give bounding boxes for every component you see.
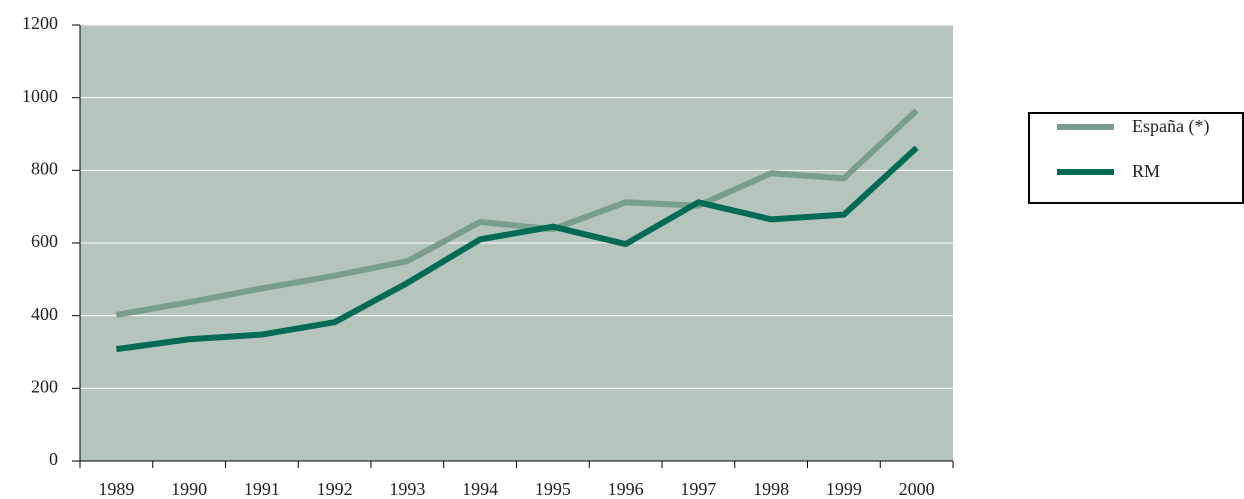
y-tick-label: 1200 xyxy=(22,13,58,33)
series-line xyxy=(115,108,919,318)
x-tick-label: 1993 xyxy=(389,479,425,499)
y-tick-label: 400 xyxy=(31,304,58,324)
x-tick-label: 1995 xyxy=(535,479,571,499)
x-tick-label: 1997 xyxy=(680,479,716,499)
y-tick-label: 0 xyxy=(49,449,58,469)
x-tick-label: 2000 xyxy=(899,479,935,499)
x-tick-label: 1990 xyxy=(171,479,207,499)
y-tick-label: 200 xyxy=(31,376,58,396)
x-tick-label: 1994 xyxy=(462,479,498,499)
x-tick-label: 1996 xyxy=(608,479,644,499)
x-tick-label: 1998 xyxy=(753,479,789,499)
legend-label: RM xyxy=(1132,161,1160,181)
x-tick-label: 1999 xyxy=(826,479,862,499)
y-tick-label: 1000 xyxy=(22,86,58,106)
x-tick-label: 1992 xyxy=(317,479,353,499)
series-line xyxy=(115,145,919,353)
y-tick-label: 800 xyxy=(31,158,58,178)
y-tick-label: 600 xyxy=(31,231,58,251)
x-tick-label: 1989 xyxy=(98,479,134,499)
legend-label: España (*) xyxy=(1132,116,1209,137)
x-tick-label: 1991 xyxy=(244,479,280,499)
